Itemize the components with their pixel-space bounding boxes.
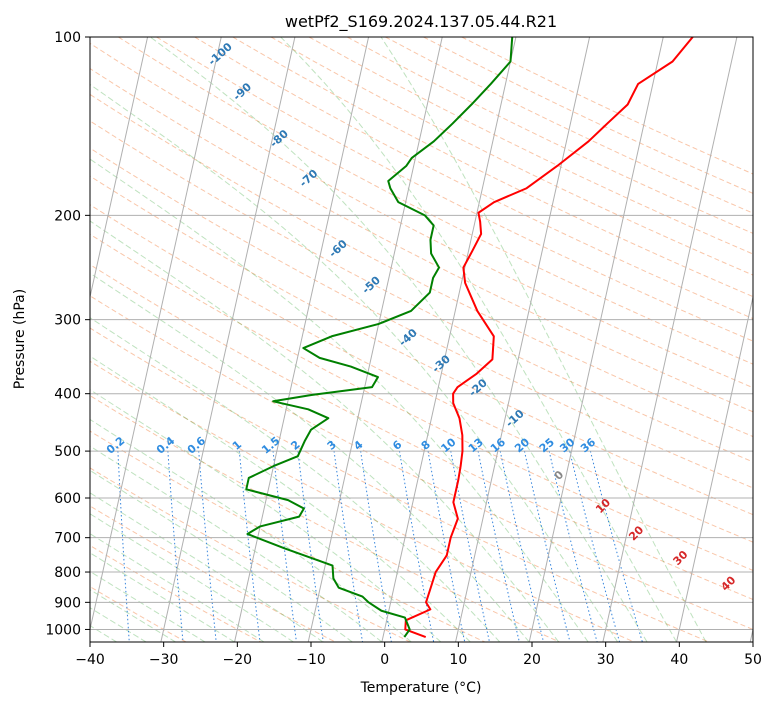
mixing-ratio-line (167, 451, 184, 642)
x-tick-label: −30 (149, 652, 179, 668)
plot-frame (89, 36, 754, 643)
dry-adiabat (90, 505, 336, 642)
dry-adiabat (90, 147, 753, 489)
y-tick-label: 600 (54, 491, 81, 507)
isotherm-line (90, 37, 149, 300)
y-tick-label: 300 (54, 313, 81, 329)
moist-adiabat (90, 272, 530, 642)
grid-lines (90, 37, 753, 642)
mixing-ratio-line (450, 451, 490, 642)
dry-adiabat (90, 544, 261, 642)
x-tick-label: −40 (75, 652, 105, 668)
moist-adiabat (90, 158, 589, 642)
dry-adiabat (90, 233, 753, 571)
y-tick-label: 700 (54, 531, 81, 547)
moist-adiabat (90, 317, 501, 642)
dry-adiabat (90, 430, 486, 642)
moist-adiabat (90, 83, 619, 642)
x-tick-label: 50 (744, 652, 762, 668)
dry-adiabat (90, 295, 753, 630)
moist-adiabat (380, 37, 707, 642)
temperature-profile (404, 37, 694, 638)
x-axis-title: Temperature (°C) (360, 680, 482, 696)
moist-adiabat (150, 37, 648, 642)
dry-adiabat (194, 37, 753, 320)
isotherm-line (676, 294, 753, 642)
x-tick-label: 40 (670, 652, 688, 668)
dry-adiabat (90, 175, 753, 516)
moist-adiabat (280, 37, 677, 642)
dry-adiabat (90, 360, 635, 642)
dewpoint-profile (245, 37, 514, 638)
moist-adiabat (90, 418, 412, 642)
y-tick-label: 500 (54, 444, 81, 460)
mixing-ratio-line (477, 451, 520, 642)
y-tick-label: 1000 (45, 622, 81, 638)
isotherm-line (528, 37, 664, 642)
sounding-series (245, 37, 694, 638)
mixing-ratio-line (333, 451, 364, 642)
isotherm-line (455, 37, 591, 642)
x-tick-label: −10 (296, 652, 326, 668)
dry-adiabat (156, 37, 753, 342)
plot-area: -100-90-80-70-60-50-40-30-20-100.10.20.4… (90, 37, 753, 642)
y-tick-label: 400 (54, 387, 81, 403)
y-tick-label: 200 (54, 208, 81, 224)
moist-adiabat (90, 389, 442, 642)
moist-adiabat (90, 492, 324, 642)
dry-adiabat (90, 67, 753, 413)
dry-adiabat (90, 42, 753, 389)
mixing-ratio-line (499, 450, 544, 642)
isotherm-line (602, 37, 738, 642)
y-axis-title: Pressure (hPa) (12, 289, 28, 389)
moist-adiabat (90, 355, 471, 642)
x-tick-label: −20 (223, 652, 253, 668)
dry-adiabat (90, 586, 187, 642)
chart-title: wetPf2_S169.2024.137.05.44.R21 (285, 12, 557, 32)
x-axis: −40 −30 −20 −10 0 10 20 30 40 50 (75, 642, 762, 668)
x-tick-label: 30 (597, 652, 615, 668)
mixing-ratio-line (569, 450, 621, 642)
isotherm-line (160, 37, 296, 642)
moist-adiabat (90, 513, 294, 642)
mixing-ratio-line (117, 451, 130, 642)
moist-adiabat (90, 445, 383, 642)
dry-adiabat (90, 204, 753, 543)
moist-adiabat (90, 469, 353, 642)
mixing-ratio-line (297, 451, 324, 642)
mixing-ratio-line (523, 450, 571, 642)
moist-adiabat (90, 220, 560, 642)
mixing-ratio-line (198, 451, 217, 642)
isotherm-line (90, 37, 222, 632)
y-axis: 100 200 300 400 500 600 700 800 900 1000 (45, 30, 90, 638)
y-tick-label: 900 (54, 595, 81, 611)
isopleth-background (90, 37, 753, 642)
mixing-ratio-line (548, 450, 598, 642)
isotherm-line (381, 37, 517, 642)
dry-adiabat (90, 93, 753, 438)
y-tick-label: 100 (54, 30, 81, 46)
x-tick-label: 10 (449, 652, 467, 668)
x-tick-label: 20 (523, 652, 541, 668)
isotherm-line (307, 37, 443, 642)
dry-adiabat (90, 264, 753, 601)
isotherm-line (234, 37, 370, 642)
y-tick-label: 800 (54, 565, 81, 581)
mixing-ratio-line (272, 451, 297, 642)
x-tick-label: 0 (380, 652, 389, 668)
mixing-ratio-line (238, 451, 261, 642)
